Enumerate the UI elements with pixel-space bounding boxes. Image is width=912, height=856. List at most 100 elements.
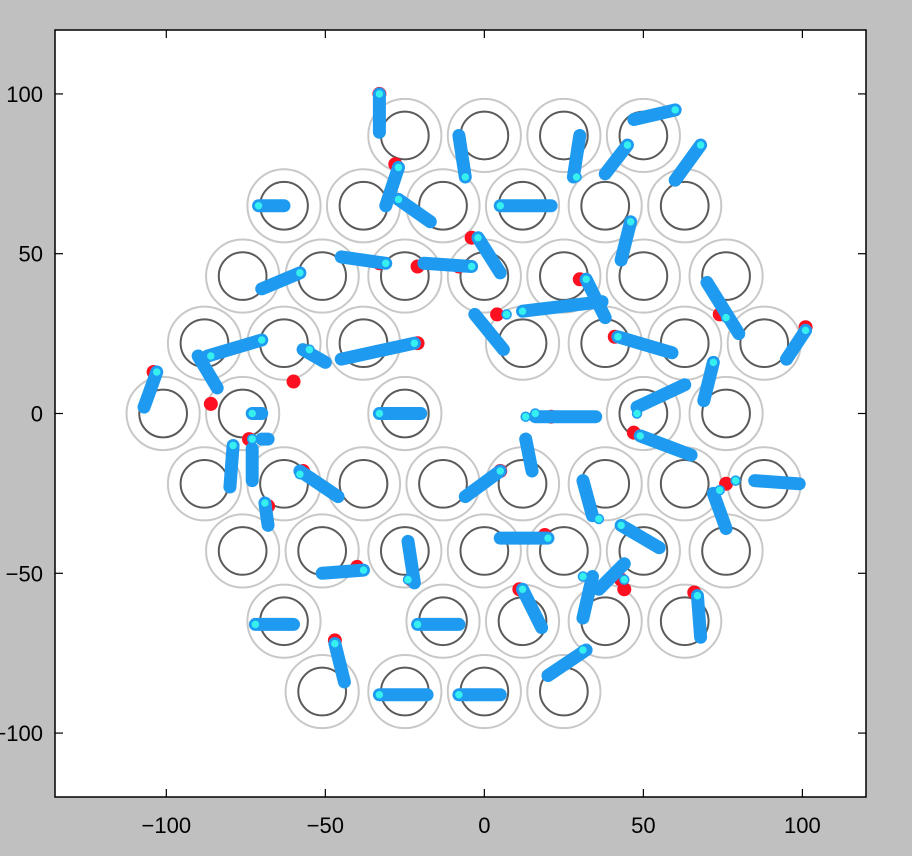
fiber-tip (358, 564, 369, 576)
positioner-patrol-circle (284, 513, 360, 589)
positioner-patrol-circle (605, 513, 681, 589)
fiber-tip (256, 334, 267, 346)
fiber-arm (598, 138, 634, 181)
fiber-arm (579, 272, 612, 325)
fiber-tip (714, 484, 725, 496)
positioner-patrol-circle (688, 375, 764, 452)
fiber-tip (571, 171, 582, 183)
fiber-tip (542, 532, 554, 544)
fiber-arm (779, 323, 813, 366)
fiber-arm (614, 518, 666, 555)
fiber-arm (401, 534, 421, 590)
fiber-tip (246, 433, 258, 445)
fiber-tip (669, 104, 681, 116)
target-point (490, 307, 505, 322)
fiber-tip (374, 408, 385, 419)
fiber-tip (580, 274, 592, 285)
fiber-arm (627, 103, 682, 126)
fiber-tip (205, 350, 217, 362)
fiber-arm (293, 464, 345, 504)
fiber-tip (472, 232, 484, 243)
fiber-arm (379, 160, 405, 213)
fiber-tip (631, 408, 643, 419)
positioner-circle (701, 251, 751, 301)
positioner-patrol-circle (246, 168, 322, 244)
x-tick-label: 0 (478, 813, 490, 838)
positioner-circle (217, 526, 268, 576)
fiber-tip (466, 261, 477, 272)
axis-layer: −100 −50 0 50 100 100 50 0 −50 −100 (0, 30, 866, 838)
positioner-patrol-circle (125, 375, 201, 452)
fiber-arm (391, 192, 437, 229)
positioner-circle (418, 458, 468, 509)
positioner-patrol-circle (526, 97, 602, 174)
positioner-patrol-circle (367, 97, 443, 174)
y-tick-label: −50 (6, 561, 43, 586)
fiber-tip (695, 139, 706, 151)
fiber-tip (517, 584, 528, 595)
fiber-tip (409, 337, 420, 349)
positioner-patrol-circle (446, 513, 522, 589)
fiber-arm (315, 563, 370, 580)
tip-layer (151, 88, 811, 700)
fiber-arm (516, 295, 609, 318)
fiber-tip (634, 430, 646, 442)
fiber-tip (612, 331, 624, 343)
fiber-tip (374, 88, 385, 100)
fiber-tip (730, 475, 741, 486)
fiber-arm (201, 333, 269, 363)
fiber-tip (402, 574, 414, 585)
fiber-arm (468, 307, 510, 357)
fiber-tip (294, 267, 306, 279)
positioner-patrol-circle (405, 583, 481, 659)
fiber-arm (541, 643, 593, 683)
positioner-patrol-circle (647, 583, 723, 659)
fiber-tip (151, 366, 163, 378)
target-point (286, 374, 301, 389)
y-tick-label: 50 (19, 242, 43, 267)
fiber-tip (380, 258, 392, 269)
fiber-tip (250, 619, 261, 630)
positioner-patrol-circle (284, 653, 360, 730)
fiber-tip (517, 305, 528, 317)
fiber-tip (708, 357, 719, 368)
fiber-arm (748, 474, 806, 491)
positioner-patrol-circle (246, 583, 322, 659)
fiber-tip (393, 194, 404, 205)
x-tick-label: −50 (307, 813, 344, 838)
fiber-tip (692, 590, 703, 601)
positioner-patrol-circle (526, 653, 602, 730)
fiber-tip (412, 619, 423, 630)
positioner-circle (659, 596, 710, 647)
positioner-circle (379, 526, 430, 576)
fiber-arm (516, 582, 549, 635)
positioner-circle (297, 666, 348, 717)
positioner-circle (739, 318, 790, 369)
fiber-arm (668, 138, 708, 187)
positioner-patrol-circle (367, 513, 443, 589)
positioner-circle (701, 388, 751, 439)
positioner-circle (459, 526, 510, 576)
positioner-circle (580, 180, 631, 231)
fiber-arm (706, 486, 733, 536)
positioner-patrol-circle (526, 513, 602, 589)
fiber-tip (460, 171, 471, 183)
positioner-circle (659, 180, 710, 231)
fiber-arm (566, 128, 587, 184)
fiber-tip (246, 408, 258, 419)
fiber-arm (576, 474, 599, 523)
fiber-arm (328, 637, 351, 689)
fiber-arm (592, 557, 631, 596)
fiber-arm (255, 266, 307, 296)
fiber-tip (304, 344, 315, 355)
fiber-tip (577, 644, 589, 656)
fiber-arm (633, 429, 698, 462)
positioner-patrol-circle (605, 97, 681, 174)
positioner-patrol-circle (166, 446, 243, 522)
fiber-tip (495, 465, 506, 477)
fiber-tip (615, 520, 627, 531)
positioner-patrol-circle (205, 513, 281, 589)
positioner-circle (217, 251, 268, 301)
positioner-circle (659, 458, 710, 509)
